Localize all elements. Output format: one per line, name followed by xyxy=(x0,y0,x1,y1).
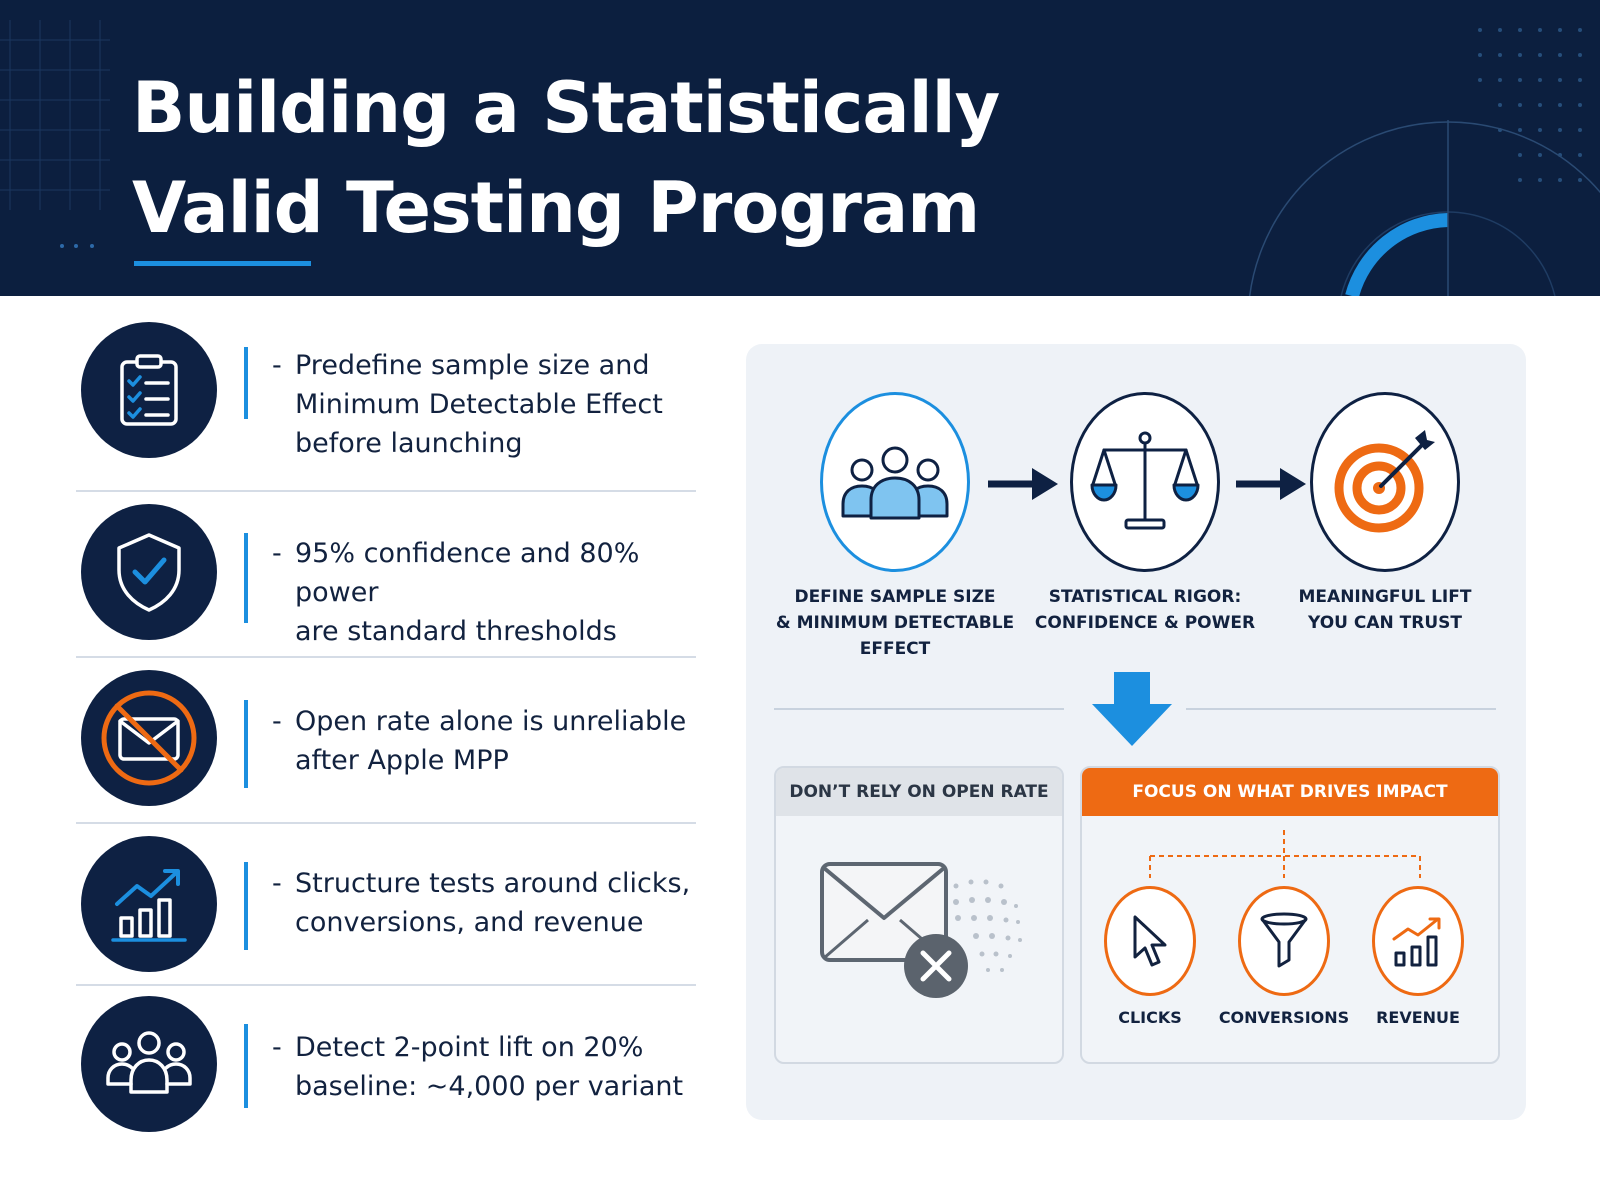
separator-line xyxy=(774,708,1064,710)
clipboard-checklist-icon xyxy=(81,322,217,458)
conversions-metric xyxy=(1238,886,1330,996)
item-dash: - xyxy=(272,868,282,899)
header-decoration xyxy=(0,20,1600,296)
impact-label: CLICKS xyxy=(1118,1008,1182,1027)
accent-bar xyxy=(244,862,248,950)
title-line-2: Valid Testing Program xyxy=(132,167,980,249)
divider xyxy=(76,822,696,824)
people-group-icon xyxy=(841,446,949,520)
accent-bar xyxy=(244,1024,248,1108)
accent-bar xyxy=(244,533,248,623)
connector-lines xyxy=(1149,830,1421,878)
list-item: - Structure tests around clicks, convers… xyxy=(76,836,696,986)
focus-impact-box: FOCUS ON WHAT DRIVES IMPACT CLICKS CONVE… xyxy=(1080,766,1500,1064)
item-text: - Open rate alone is unreliable after Ap… xyxy=(272,702,702,780)
flow-step-label: DEFINE SAMPLE SIZE & MINIMUM DETECTABLE … xyxy=(775,587,1015,659)
item-label: Detect 2-point lift on 20% baseline: ~4,… xyxy=(295,1032,684,1102)
divider xyxy=(76,490,696,492)
shield-check-icon xyxy=(81,504,217,640)
item-dash: - xyxy=(272,706,282,737)
item-label: Open rate alone is unreliable after Appl… xyxy=(295,706,687,776)
dont-rely-title: DON’T RELY ON OPEN RATE xyxy=(776,768,1062,816)
item-dash: - xyxy=(272,1032,282,1063)
flow-step-label: MEANINGFUL LIFT YOU CAN TRUST xyxy=(1298,587,1472,633)
revenue-chart-icon xyxy=(1392,917,1441,967)
funnel-icon xyxy=(1260,912,1308,968)
title-line-1: Building a Statistically xyxy=(132,67,1000,149)
item-dash: - xyxy=(272,538,282,569)
divider xyxy=(76,656,696,658)
accent-bar xyxy=(244,700,248,788)
divider xyxy=(76,984,696,986)
process-panel: DEFINE SAMPLE SIZE & MINIMUM DETECTABLE … xyxy=(746,344,1526,1120)
flow-step-lift xyxy=(1310,392,1460,572)
separator-line xyxy=(1186,708,1496,710)
clicks-metric xyxy=(1104,886,1196,996)
balance-scale-icon xyxy=(1090,431,1200,530)
header-banner: Building a Statistically Valid Testing P… xyxy=(0,0,1600,296)
item-label: Predefine sample size and Minimum Detect… xyxy=(295,350,663,459)
impact-label: CONVERSIONS xyxy=(1218,1008,1350,1027)
item-text: - Detect 2-point lift on 20% baseline: ~… xyxy=(272,1028,702,1106)
item-text: - 95% confidence and 80% power are stand… xyxy=(272,534,702,651)
revenue-metric xyxy=(1372,886,1464,996)
accent-bar xyxy=(244,347,248,419)
flow-step-label: STATISTICAL RIGOR: CONFIDENCE & POWER xyxy=(1034,587,1256,633)
email-rejected-icon xyxy=(820,862,1022,998)
item-text: - Structure tests around clicks, convers… xyxy=(272,864,702,942)
page-title: Building a Statistically Valid Testing P… xyxy=(132,58,1000,258)
focus-impact-title: FOCUS ON WHAT DRIVES IMPACT xyxy=(1082,768,1498,816)
list-item: - Open rate alone is unreliable after Ap… xyxy=(76,670,696,820)
right-arrow-icon xyxy=(1236,468,1306,500)
item-text: - Predefine sample size and Minimum Dete… xyxy=(272,346,702,463)
item-label: Structure tests around clicks, conversio… xyxy=(295,868,691,938)
right-arrow-icon xyxy=(988,468,1058,500)
people-group-icon xyxy=(81,996,217,1132)
item-label: 95% confidence and 80% power are standar… xyxy=(295,538,640,647)
list-item: - 95% confidence and 80% power are stand… xyxy=(76,504,696,654)
list-item: - Detect 2-point lift on 20% baseline: ~… xyxy=(76,996,696,1146)
email-blocked-icon xyxy=(81,670,217,806)
down-arrow-icon xyxy=(1092,672,1172,746)
title-underline xyxy=(134,261,311,266)
list-item: - Predefine sample size and Minimum Dete… xyxy=(76,318,696,478)
target-arrow-icon xyxy=(1334,430,1435,533)
impact-label: REVENUE xyxy=(1376,1008,1460,1027)
dont-rely-box: DON’T RELY ON OPEN RATE xyxy=(774,766,1064,1064)
cursor-click-icon xyxy=(1133,915,1167,967)
flow-step-rigor xyxy=(1070,392,1220,572)
bar-chart-trend-icon xyxy=(81,836,217,972)
flow-step-sample-size xyxy=(820,392,970,572)
item-dash: - xyxy=(272,350,282,381)
